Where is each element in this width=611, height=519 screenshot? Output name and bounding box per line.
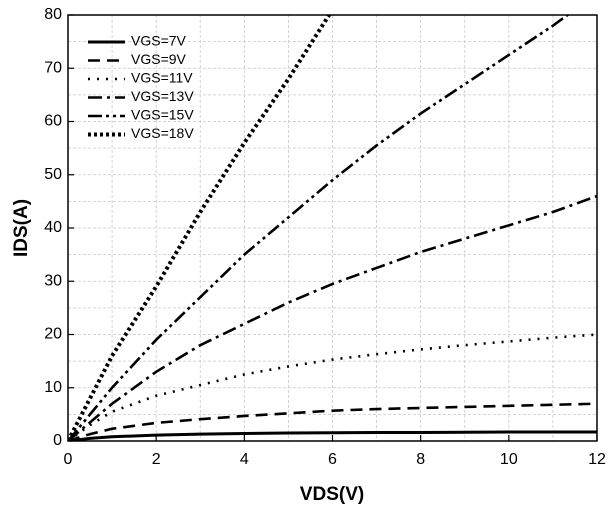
y-tick-label: 40 — [44, 219, 62, 236]
y-tick-label: 80 — [44, 6, 62, 23]
series-line — [68, 430, 597, 441]
legend-label: VGS=15V — [131, 107, 194, 123]
legend-label: VGS=11V — [131, 70, 193, 86]
legend-label: VGS=7V — [131, 33, 187, 49]
series-line — [68, 15, 332, 441]
legend-label: VGS=18V — [131, 125, 194, 141]
series-line — [68, 15, 570, 441]
plot-frame — [67, 14, 598, 442]
series-line — [68, 194, 597, 441]
y-axis-label: IDS(A) — [11, 199, 32, 257]
x-tick-label: 10 — [500, 451, 518, 468]
y-tick-label: 30 — [44, 272, 62, 289]
x-tick-label: 4 — [240, 451, 249, 468]
x-tick-label: 6 — [328, 451, 337, 468]
x-axis-label: VDS(V) — [300, 484, 364, 505]
legend-label: VGS=13V — [131, 88, 194, 104]
y-tick-label: 50 — [44, 166, 62, 183]
legend-label: VGS=9V — [131, 51, 187, 67]
x-tick-label: 8 — [416, 451, 425, 468]
y-tick-label: 0 — [53, 432, 62, 449]
x-tick-label: 2 — [152, 451, 161, 468]
y-tick-label: 70 — [44, 59, 62, 76]
y-tick-label: 20 — [44, 326, 62, 343]
y-tick-label: 60 — [44, 113, 62, 130]
plot-lines — [68, 15, 597, 441]
y-tick-label: 10 — [44, 379, 62, 396]
x-tick-label: 12 — [588, 451, 606, 468]
x-tick-label: 0 — [64, 451, 73, 468]
